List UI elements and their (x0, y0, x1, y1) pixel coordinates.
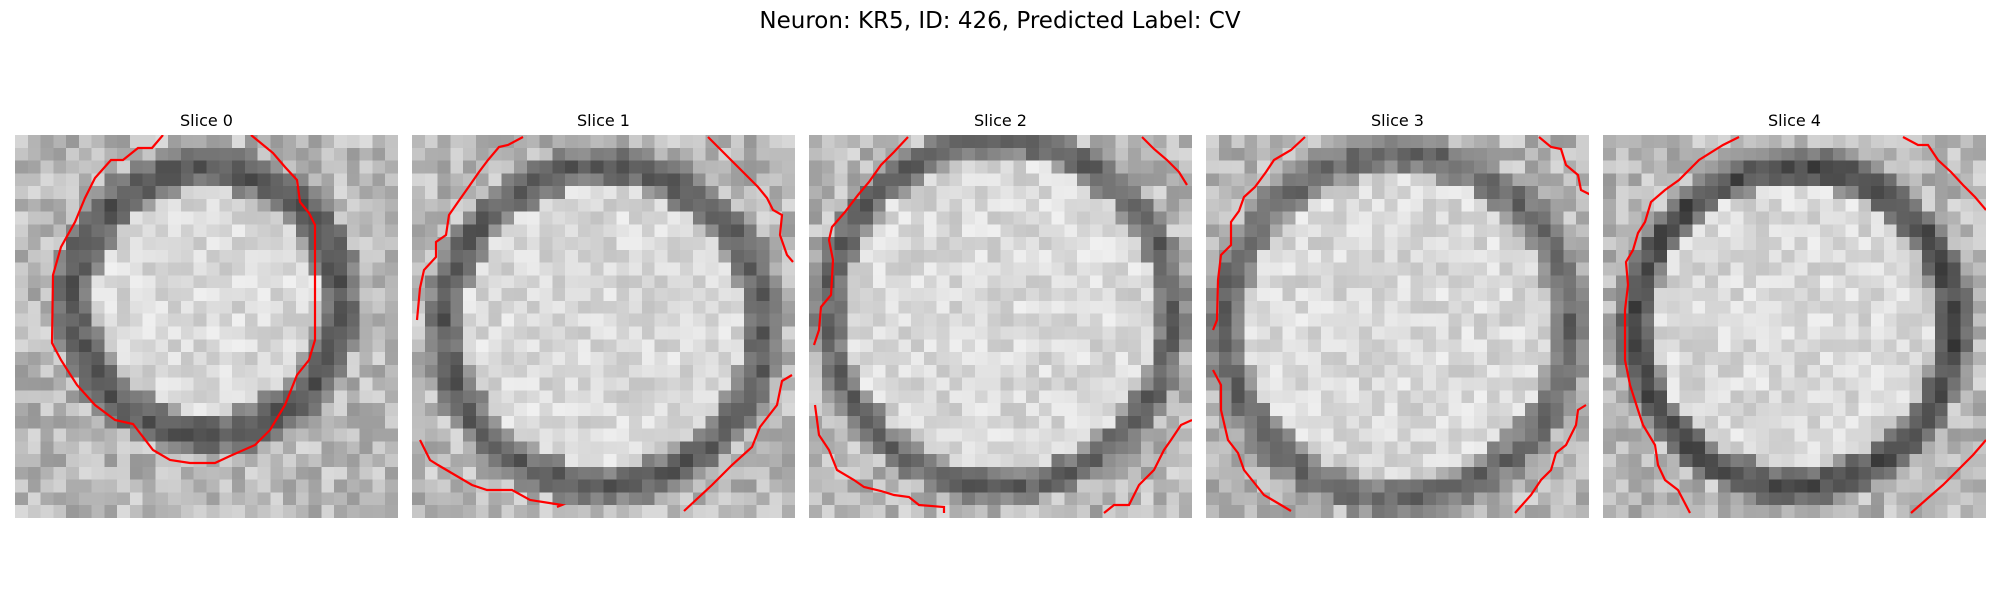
slice-contour-4 (1623, 136, 1986, 514)
slice-contour-1 (415, 136, 794, 512)
slice-contour-3 (1211, 136, 1589, 514)
slice-pixels-1 (412, 135, 795, 518)
slice-panel-4: Slice 4 (1603, 110, 1986, 518)
slice-panel-2: Slice 2 (809, 110, 1192, 518)
slice-panel-3: Slice 3 (1206, 110, 1589, 518)
slice-title-0: Slice 0 (180, 111, 233, 130)
slice-panel-0: Slice 0 (15, 110, 398, 518)
slice-image-4 (1603, 135, 1986, 518)
slice-pixels-4 (1603, 135, 1986, 518)
slice-image-2 (809, 135, 1192, 518)
slice-contour-0 (50, 135, 317, 465)
slice-title-3: Slice 3 (1371, 111, 1424, 130)
slice-panel-1: Slice 1 (412, 110, 795, 518)
slice-title-4: Slice 4 (1768, 111, 1821, 130)
figure-title: Neuron: KR5, ID: 426, Predicted Label: C… (759, 8, 1241, 34)
slice-contour-2 (812, 136, 1192, 514)
slice-title-2: Slice 2 (974, 111, 1027, 130)
slice-pixels-2 (809, 135, 1192, 518)
slice-title-1: Slice 1 (577, 111, 630, 130)
slice-image-0 (15, 135, 398, 518)
slice-pixels-3 (1206, 135, 1589, 518)
slice-image-3 (1206, 135, 1589, 518)
slice-image-1 (412, 135, 795, 518)
slice-pixels-0 (15, 135, 398, 518)
